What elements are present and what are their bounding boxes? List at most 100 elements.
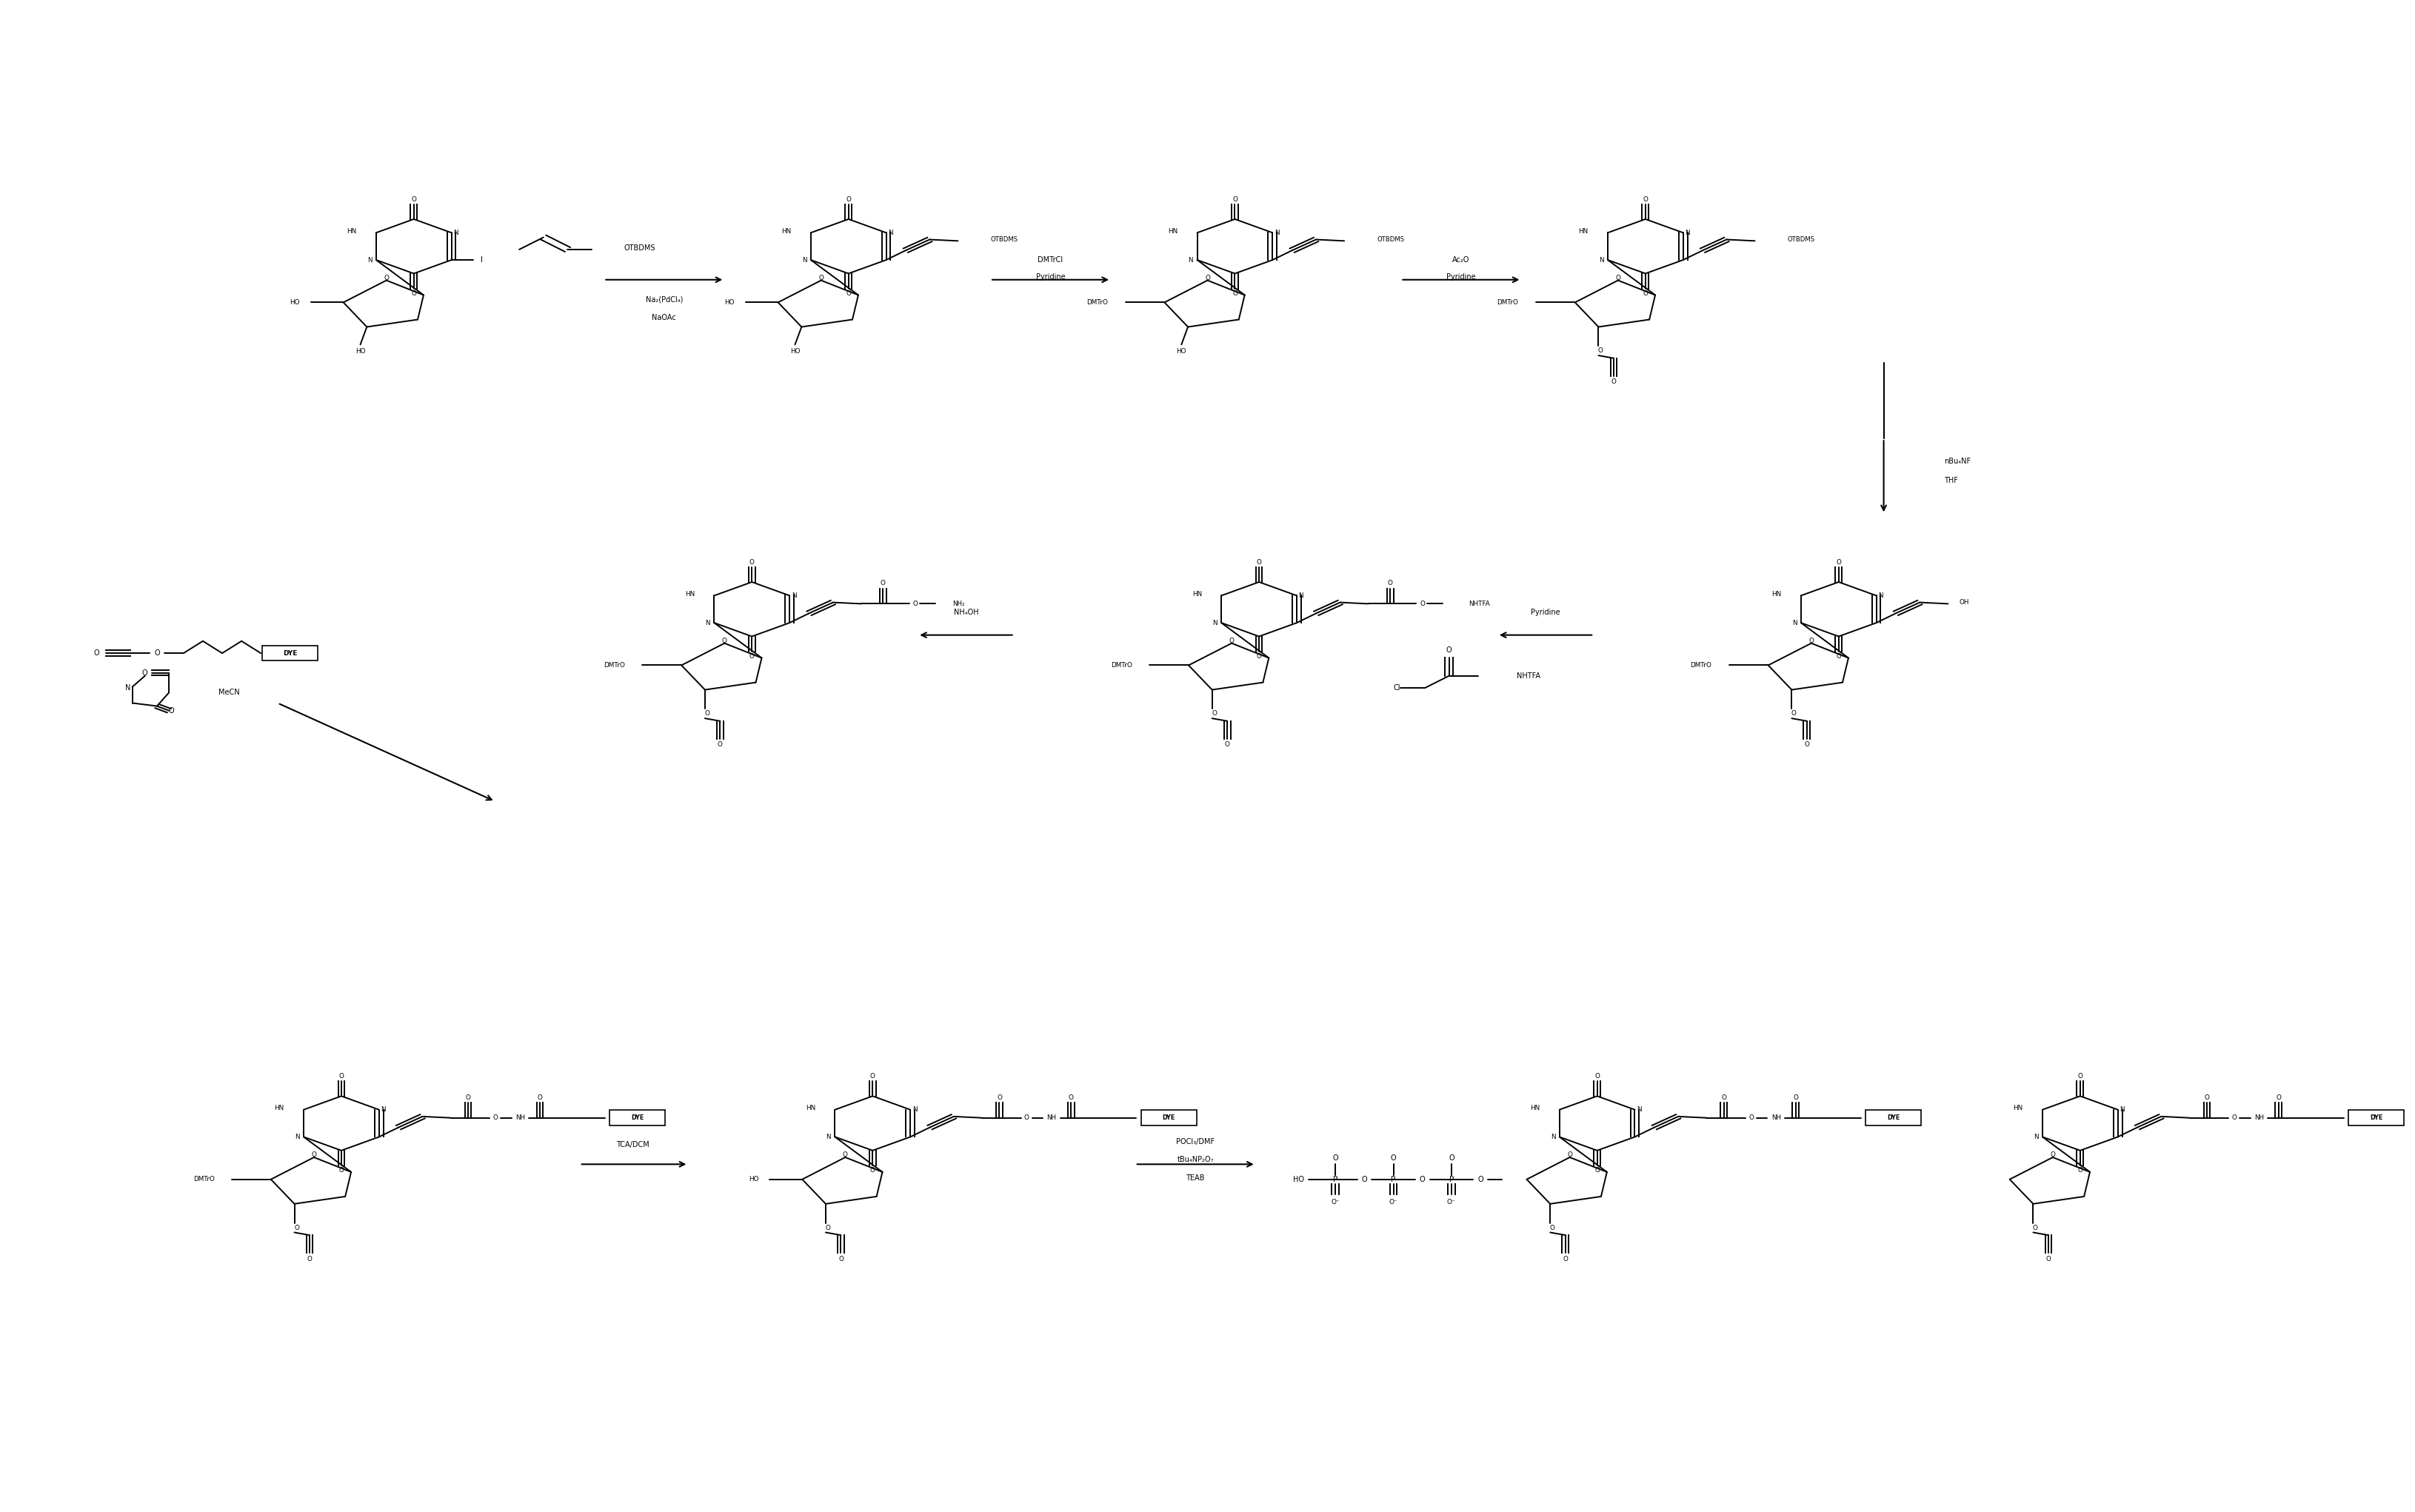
Text: OH: OH: [1959, 599, 1968, 606]
Text: HO: HO: [1292, 1176, 1304, 1182]
Text: O: O: [2033, 1225, 2038, 1231]
Text: N: N: [1637, 1107, 1642, 1113]
Text: O: O: [845, 290, 850, 296]
Text: HN: HN: [807, 1105, 816, 1111]
Text: N: N: [1275, 230, 1280, 236]
Text: O: O: [1642, 197, 1647, 203]
Text: DYE: DYE: [1162, 1114, 1176, 1122]
Text: TEAB: TEAB: [1186, 1175, 1205, 1181]
Text: HN: HN: [1193, 591, 1203, 597]
Text: DMTrO: DMTrO: [1690, 662, 1712, 668]
Text: O: O: [1804, 741, 1809, 748]
Text: O: O: [1212, 711, 1217, 717]
Text: DMTrO: DMTrO: [604, 662, 625, 668]
Text: O: O: [1447, 647, 1451, 653]
Text: O: O: [913, 600, 918, 608]
Text: N: N: [1299, 593, 1304, 599]
Text: O: O: [845, 197, 850, 203]
Text: NHTFA: NHTFA: [1517, 673, 1541, 679]
Text: O: O: [1420, 1176, 1425, 1182]
Text: HN: HN: [348, 228, 357, 234]
Text: O: O: [2077, 1167, 2082, 1173]
Text: DYE: DYE: [2369, 1114, 2384, 1122]
FancyBboxPatch shape: [1142, 1110, 1198, 1125]
Text: Pyridine: Pyridine: [1447, 274, 1476, 280]
Text: nBu₄NF: nBu₄NF: [1944, 458, 1971, 464]
Text: O: O: [749, 653, 753, 659]
Text: NH₄OH: NH₄OH: [954, 609, 978, 615]
Text: N: N: [1792, 620, 1797, 626]
Text: O: O: [94, 650, 99, 656]
Text: O: O: [826, 1225, 831, 1231]
Text: O: O: [2275, 1095, 2282, 1101]
Text: N: N: [2033, 1134, 2038, 1140]
Text: O: O: [338, 1167, 343, 1173]
Text: O: O: [869, 1167, 874, 1173]
Text: O: O: [411, 290, 415, 296]
Text: O: O: [997, 1095, 1002, 1101]
Text: O: O: [384, 275, 389, 281]
Text: N: N: [2120, 1107, 2125, 1113]
Text: N: N: [913, 1107, 918, 1113]
Text: N: N: [802, 257, 807, 263]
Text: O: O: [881, 581, 886, 587]
Text: O: O: [1594, 1167, 1599, 1173]
Text: N: N: [367, 257, 372, 263]
Text: DYE: DYE: [630, 1114, 645, 1122]
Text: O: O: [1567, 1152, 1572, 1158]
Text: OTBDMS: OTBDMS: [1377, 236, 1403, 243]
Text: O: O: [1792, 1095, 1799, 1101]
Text: O: O: [2231, 1114, 2236, 1122]
Text: O: O: [2205, 1095, 2210, 1101]
Text: POCl₃/DMF: POCl₃/DMF: [1176, 1139, 1215, 1145]
Text: O: O: [338, 1074, 343, 1080]
Text: O⁻: O⁻: [1389, 1199, 1398, 1205]
Text: N: N: [792, 593, 797, 599]
Text: NH: NH: [514, 1114, 524, 1122]
Text: O: O: [1478, 1176, 1483, 1182]
Text: O: O: [1256, 559, 1261, 565]
Text: DMTrO: DMTrO: [1111, 662, 1133, 668]
Text: TCA/DCM: TCA/DCM: [616, 1142, 650, 1148]
Text: O: O: [2077, 1074, 2082, 1080]
Text: O: O: [2050, 1152, 2055, 1158]
Text: NH: NH: [1046, 1114, 1055, 1122]
Text: MeCN: MeCN: [220, 689, 239, 696]
Text: DMTrO: DMTrO: [193, 1176, 215, 1182]
Text: DMTrO: DMTrO: [1087, 299, 1108, 305]
Text: O: O: [1232, 290, 1236, 296]
Text: N: N: [295, 1134, 299, 1140]
Text: O: O: [411, 197, 415, 203]
Text: N: N: [889, 230, 894, 236]
Text: P: P: [1333, 1176, 1338, 1182]
Text: O: O: [155, 650, 159, 656]
Text: O: O: [1256, 653, 1261, 659]
Text: O: O: [1333, 1155, 1338, 1161]
Text: O: O: [1024, 1114, 1029, 1122]
Text: N: N: [705, 620, 710, 626]
Text: N: N: [454, 230, 459, 236]
Text: N: N: [1599, 257, 1604, 263]
Text: O: O: [536, 1095, 543, 1101]
Text: HO: HO: [724, 299, 734, 305]
Text: O: O: [142, 670, 147, 676]
Text: OTBDMS: OTBDMS: [623, 245, 657, 251]
Text: O: O: [838, 1255, 843, 1263]
Text: NH: NH: [1770, 1114, 1780, 1122]
Text: OTBDMS: OTBDMS: [990, 236, 1017, 243]
Text: Pyridine: Pyridine: [1531, 609, 1560, 615]
Text: N: N: [1879, 593, 1884, 599]
Text: Cl: Cl: [1393, 685, 1401, 691]
Text: HO: HO: [290, 299, 299, 305]
Text: O: O: [493, 1114, 497, 1122]
Text: O: O: [869, 1074, 874, 1080]
Text: O: O: [295, 1225, 299, 1231]
Text: O: O: [1594, 1074, 1599, 1080]
Text: OTBDMS: OTBDMS: [1787, 236, 1814, 243]
Text: O: O: [1642, 290, 1647, 296]
Text: O: O: [722, 638, 727, 644]
Text: tBu₄NP₂O₇: tBu₄NP₂O₇: [1176, 1157, 1215, 1163]
Text: NHTFA: NHTFA: [1468, 600, 1490, 608]
Text: O: O: [705, 711, 710, 717]
Text: O: O: [1550, 1225, 1555, 1231]
